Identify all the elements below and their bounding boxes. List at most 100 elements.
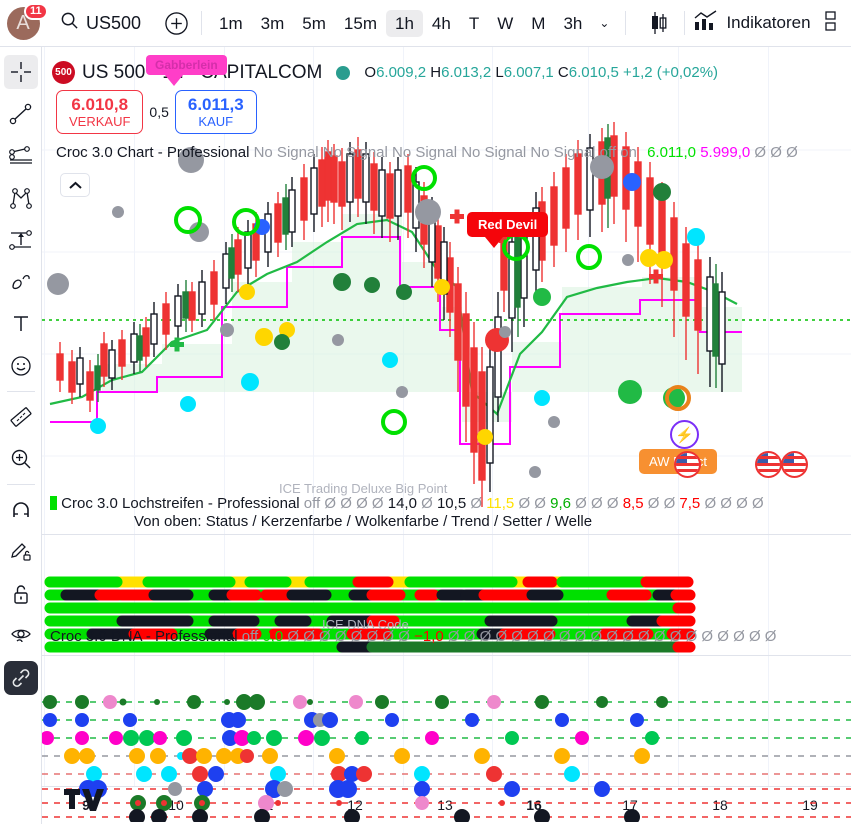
us-flag-icon-3[interactable] [781,451,808,478]
lochstreifen-v9: Ø [518,495,531,512]
lock-icon[interactable] [4,577,38,611]
pane-divider-1[interactable] [42,534,851,535]
ohlc-c-value: 6.010,5 [568,64,619,81]
pitchfork-icon[interactable] [4,181,38,215]
dna-null-a19: Ø [748,628,761,645]
dna-null-a1: Ø [463,628,476,645]
dna-legend[interactable]: Croc 3.0 DNA - Professional off 0,0 Ø Ø … [50,628,776,645]
lochstreifen-v8: 11,5 [486,495,515,512]
axis-tick-19: 19 [802,797,818,813]
candlestick-icon[interactable] [642,6,676,40]
brush-icon[interactable] [4,265,38,299]
red-devil-badge[interactable]: Red Devil [467,212,549,248]
ohlc-l-label: L [495,64,504,81]
pencil-lock-icon[interactable] [4,535,38,569]
chevron-down-icon[interactable]: ⌄ [599,16,610,30]
croc-chart-value-magenta: 5.999,0 [700,144,751,161]
lochstreifen-v1: Ø [340,495,352,512]
lochstreifen-v21: Ø [736,495,748,512]
interval-week[interactable]: W [497,13,514,33]
interval-month[interactable]: M [531,13,546,33]
ohlc-o-value: 6.009,2 [376,64,427,81]
zoom-in-icon[interactable] [4,442,38,476]
top-toolbar: A 11 US500 1m 3m 5m 15m 1h 4h T W M 3h ⌄ [0,0,851,47]
ruler-icon[interactable] [4,400,38,434]
dna-null-2: Ø [319,628,331,645]
lochstreifen-color-swatch [50,496,57,510]
dna-null-a20: Ø [764,628,777,645]
toolbar-divider-2 [625,11,627,35]
interval-3m[interactable]: 3m [260,13,285,33]
lochstreifen-v15: 8,5 [622,495,644,512]
interval-day[interactable]: T [468,13,480,33]
croc-chart-legend[interactable]: Croc 3.0 Chart - Professional No Signal … [56,144,798,161]
avatar[interactable]: A 11 [0,0,48,47]
buy-label: KAUF [198,113,234,129]
dna-null-3: Ø [334,628,347,645]
lochstreifen-title[interactable]: Croc 3.0 Lochstreifen - Professional [61,495,300,512]
ohlc-c-label: C [557,64,569,81]
interval-5m[interactable]: 5m [302,13,326,33]
us-flag-icon-1[interactable] [674,451,701,478]
croc-chart-value-green: 6.011,0 [647,144,697,161]
sell-button[interactable]: 6.010,8 VERKAUF [56,90,144,135]
toolbar-divider [201,11,203,35]
indicators-label: Indikatoren [726,13,811,32]
chart-canvas[interactable]: 500 US 500 · 1h · CAPITALCOM O6.009,2 H6… [42,47,851,824]
interval-4h[interactable]: 4h [431,13,451,33]
us-flag-icon-2[interactable] [755,451,782,478]
spread-value: 0,5 [149,104,169,121]
eye-hide-icon[interactable] [4,619,38,653]
gabberlein-tooltip[interactable]: Gabberlein [146,55,227,86]
croc-chart-on: on [620,144,637,161]
interval-1h[interactable]: 1h [386,9,423,37]
lochstreifen-v14: Ø [606,495,619,512]
ohlc-change: +1,2 (+0,02%) [622,64,719,81]
lochstreifen-v4: 14,0 [387,495,417,512]
price-pane-graphics [42,122,851,507]
axis-tick-12: 12 [347,797,363,813]
crosshair-icon[interactable] [3,55,38,89]
dna-null-5: Ø [366,628,379,645]
horizontal-rays-icon[interactable] [4,139,38,173]
ohlc-h-label: H [430,64,442,81]
pane-divider-2[interactable] [42,655,851,656]
lochstreifen-v10: Ø [534,495,546,512]
interval-15m[interactable]: 15m [343,13,377,33]
dna-null-4: Ø [350,628,363,645]
plus-circle-icon[interactable] [159,6,193,40]
axis-tick-9: 9 [82,797,90,813]
ohlc-l-value: 6.007,1 [503,64,554,81]
text-tool-icon[interactable] [4,307,38,341]
toolbar-divider-left-2 [6,484,35,485]
layout-icon[interactable] [823,10,839,37]
trend-line-icon[interactable] [4,97,38,131]
dna-null-a2: Ø [479,628,492,645]
buy-button[interactable]: 6.011,3 KAUF [174,90,257,135]
dna-value-zero: 0,0 [262,628,284,645]
dna-null-0: Ø [287,628,300,645]
dna-null-a7: Ø [558,628,571,645]
measure-arrow-icon[interactable] [4,223,38,257]
notification-badge[interactable]: 11 [24,2,48,20]
lochstreifen-v22: Ø [751,495,764,512]
symbol-search[interactable]: US500 [46,11,151,35]
interval-3h[interactable]: 3h [563,13,583,33]
lochstreifen-v17: Ø [663,495,676,512]
chevron-up-icon[interactable] [60,173,90,197]
croc-chart-title[interactable]: Croc 3.0 Chart - Professional [56,144,250,161]
dna-null-a5: Ø [527,628,539,645]
drawing-toolbar [0,47,42,824]
lochstreifen-row-legend: Von oben: Status / Kerzenfarbe / Wolkenf… [134,513,593,530]
lochstreifen-off: off [303,495,321,512]
lochstreifen-legend[interactable]: Croc 3.0 Lochstreifen - Professional off… [50,495,764,512]
lochstreifen-v12: Ø [575,495,587,512]
link-icon[interactable] [3,661,38,695]
magnet-icon[interactable] [4,493,38,527]
lightning-bolt-icon[interactable]: ⚡ [670,420,699,449]
dna-title[interactable]: Croc 3.0 DNA - Professional [50,628,238,645]
emoji-icon[interactable] [4,349,38,383]
interval-1m[interactable]: 1m [219,13,243,33]
indicators-button[interactable]: Indikatoren [693,9,811,38]
